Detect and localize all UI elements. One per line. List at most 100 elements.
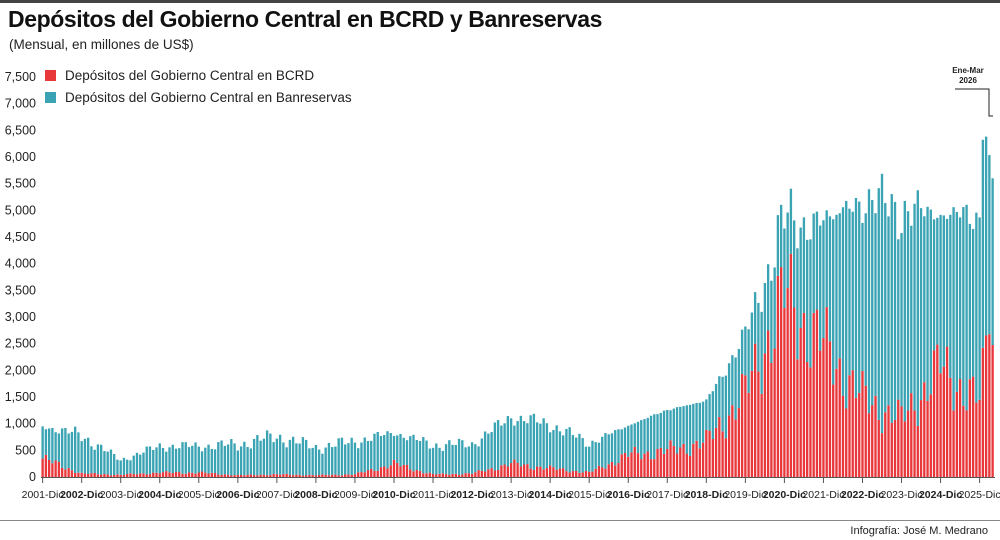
- bar-banreservas: [200, 451, 204, 472]
- bar-bcrd: [971, 376, 975, 477]
- bar-bcrd: [217, 474, 220, 477]
- bar-banreservas: [757, 302, 760, 372]
- bar-bcrd: [67, 468, 70, 477]
- x-tick-label: 2024-Dic: [919, 489, 962, 501]
- bar-bcrd: [581, 472, 584, 477]
- bar-banreservas: [796, 248, 799, 360]
- bar-banreservas: [373, 433, 376, 471]
- bar-bcrd: [685, 453, 688, 477]
- bar-bcrd: [949, 377, 952, 477]
- bar-banreservas: [545, 423, 549, 469]
- bar-banreservas: [93, 449, 96, 473]
- bar-banreservas: [457, 438, 461, 475]
- bar-bcrd: [148, 474, 152, 477]
- bar-bcrd: [438, 473, 441, 477]
- bar-banreservas: [962, 207, 965, 406]
- bar-bcrd: [802, 312, 806, 477]
- bar-bcrd: [422, 473, 425, 477]
- bar-banreservas: [809, 239, 812, 368]
- bar-banreservas: [854, 197, 858, 398]
- bar-banreservas: [662, 410, 666, 454]
- bar-bcrd: [249, 474, 253, 477]
- bar-banreservas: [604, 433, 607, 469]
- bar-bcrd: [575, 470, 578, 477]
- bar-banreservas: [919, 208, 923, 401]
- bar-bcrd: [480, 470, 484, 477]
- x-tick-label: 2013-Dic: [490, 489, 532, 501]
- bar-bcrd: [77, 472, 80, 477]
- bar-banreservas: [103, 451, 106, 475]
- bar-bcrd: [604, 468, 607, 477]
- bar-bcrd: [282, 474, 285, 477]
- bar-bcrd: [100, 474, 103, 477]
- bar-banreservas: [191, 445, 194, 473]
- bar-bcrd: [161, 472, 165, 477]
- bar-bcrd: [181, 473, 184, 477]
- bar-bcrd: [760, 393, 763, 477]
- bar-bcrd: [298, 474, 301, 477]
- bar-banreservas: [431, 447, 435, 474]
- period-annotation: Ene-Mar 2026: [952, 66, 993, 117]
- bar-banreservas: [357, 448, 360, 473]
- bar-bcrd: [376, 470, 379, 477]
- bar-banreservas: [565, 428, 568, 472]
- bar-banreservas: [640, 420, 643, 460]
- bar-banreservas: [812, 213, 815, 313]
- bar-banreservas: [451, 444, 454, 474]
- bar-banreservas: [340, 437, 344, 476]
- bar-banreservas: [236, 450, 240, 475]
- bar-bcrd: [705, 429, 708, 477]
- bar-banreservas: [695, 402, 698, 441]
- bar-banreservas: [607, 434, 610, 465]
- bar-bcrd: [119, 474, 122, 477]
- bar-bcrd: [923, 382, 926, 477]
- y-tick-label: 3,500: [5, 283, 36, 297]
- bar-banreservas: [350, 437, 353, 475]
- bar-bcrd: [679, 447, 682, 477]
- bar-banreservas: [87, 437, 90, 474]
- bar-banreservas: [187, 447, 191, 473]
- bar-banreservas: [867, 189, 871, 414]
- bar-bcrd: [867, 413, 871, 477]
- bar-banreservas: [688, 404, 692, 456]
- bar-banreservas: [428, 448, 431, 473]
- bar-bcrd: [96, 474, 100, 477]
- bar-banreservas: [815, 211, 819, 310]
- bar-bcrd: [168, 472, 171, 477]
- x-tick-label: 2007-Dic: [256, 489, 298, 501]
- bar-bcrd: [418, 470, 422, 477]
- x-tick-label: 2020-Dic: [763, 489, 806, 501]
- bar-banreservas: [955, 212, 959, 392]
- y-tick-label: 2,500: [5, 337, 36, 351]
- bar-banreservas: [278, 434, 282, 475]
- bar-banreservas: [792, 220, 796, 308]
- bar-bcrd: [666, 448, 669, 477]
- bar-bcrd: [308, 474, 311, 477]
- bar-bcrd: [884, 412, 887, 477]
- bar-banreservas: [337, 438, 340, 476]
- bar-banreservas: [636, 421, 640, 454]
- bar-banreservas: [682, 406, 685, 444]
- bar-banreservas: [311, 447, 314, 476]
- x-tick-label: 2009-Dic: [334, 489, 376, 501]
- bar-banreservas: [819, 225, 822, 351]
- bar-banreservas: [363, 437, 366, 473]
- bar-bcrd: [396, 462, 399, 477]
- bar-bcrd: [213, 473, 217, 477]
- bar-banreservas: [220, 440, 223, 475]
- legend-item-bcrd: Depósitos del Gobierno Central en BCRD: [45, 64, 352, 86]
- bar-banreservas: [646, 417, 649, 452]
- y-tick-label: 7,500: [5, 70, 36, 84]
- bar-banreservas: [213, 449, 217, 474]
- bar-bcrd: [913, 410, 916, 477]
- y-tick-label: 7,000: [5, 97, 36, 111]
- bar-bcrd: [910, 393, 913, 477]
- bar-bcrd: [877, 419, 880, 477]
- bar-banreservas: [526, 423, 529, 465]
- bar-banreservas: [858, 201, 861, 393]
- bar-bcrd: [620, 454, 623, 477]
- bar-bcrd: [347, 474, 350, 477]
- bar-bcrd: [815, 309, 819, 477]
- bar-bcrd: [962, 405, 965, 477]
- bar-bcrd: [822, 338, 825, 477]
